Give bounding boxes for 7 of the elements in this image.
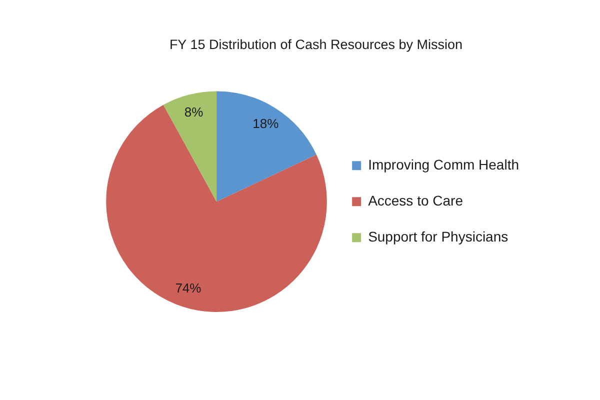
legend-label: Support for Physicians [368, 228, 508, 244]
legend-label: Access to Care [368, 192, 464, 208]
legend-label: Improving Comm Health [368, 156, 519, 172]
data-label: 18% [252, 116, 280, 131]
data-label: 8% [184, 104, 204, 120]
chart-title: FY 15 Distribution of Cash Resources by Mission [169, 36, 463, 52]
data-label: 74% [175, 280, 202, 296]
